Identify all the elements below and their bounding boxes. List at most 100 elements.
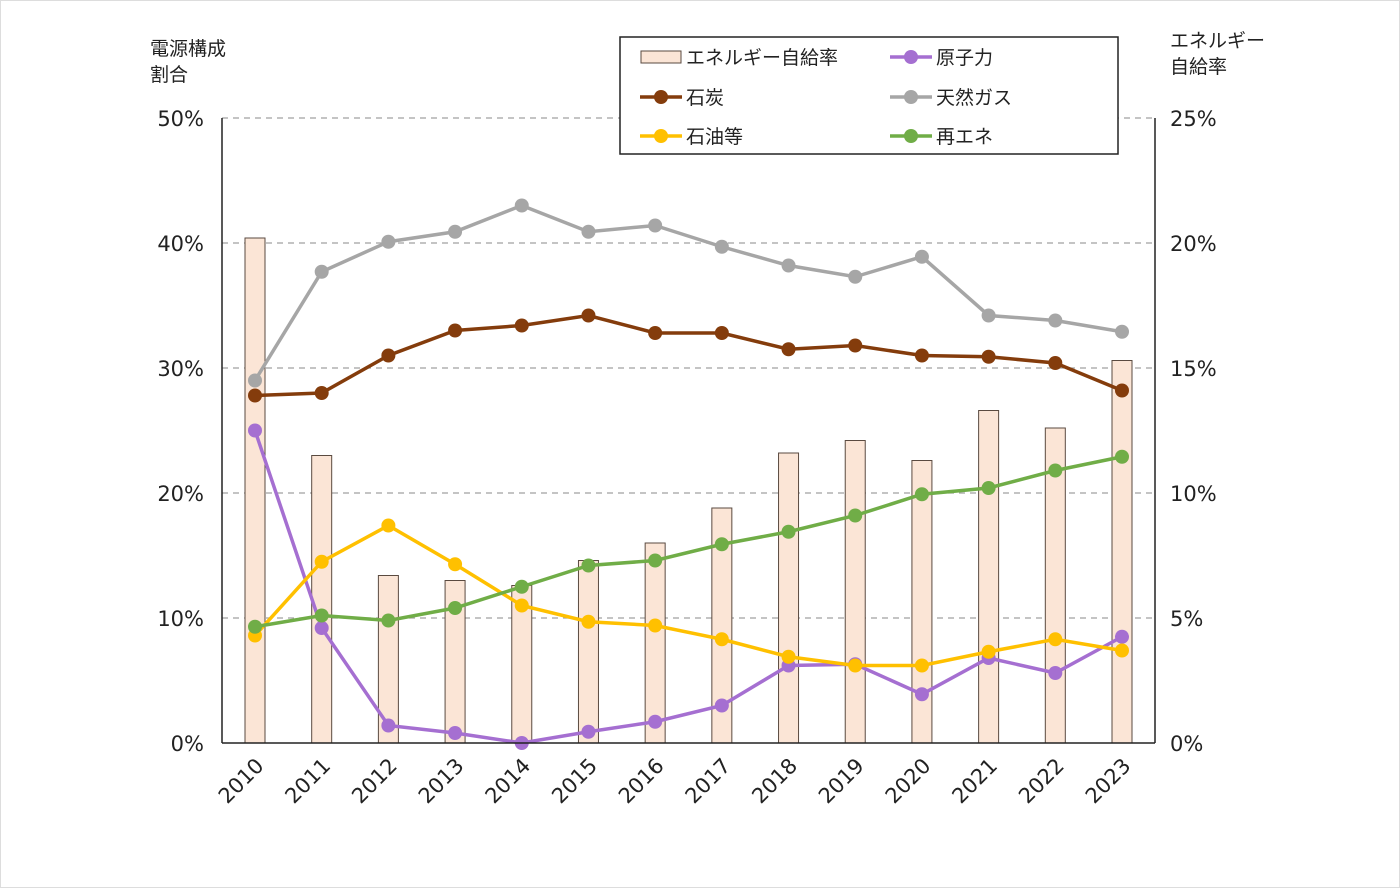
legend-swatch-marker [904,129,918,143]
data-point-1 [1115,383,1129,398]
legend-swatch-marker [904,90,918,104]
bar-self-sufficiency [244,237,266,744]
x-tick-label: 2018 [747,754,802,809]
data-point-2 [914,249,929,264]
data-point-0 [581,724,596,739]
data-point-1 [248,388,262,403]
data-point-2 [248,373,262,388]
data-point-1 [381,348,396,363]
data-point-4 [848,508,863,523]
legend-label: 原子力 [936,47,993,69]
data-point-3 [848,658,863,673]
x-tick-label: 2021 [947,754,1002,809]
x-tick-label: 2011 [280,754,335,809]
data-point-0 [714,698,729,713]
data-point-1 [648,326,663,340]
legend-label: エネルギー自給率 [686,47,838,69]
data-point-3 [448,557,463,572]
bar-self-sufficiency [778,452,800,744]
data-point-4 [981,481,996,495]
x-tick-label: 2023 [1081,754,1136,809]
data-point-3 [1048,632,1063,647]
x-tick-label: 2012 [347,754,402,809]
data-point-2 [781,258,796,273]
right-tick-label: 5% [1170,607,1203,631]
right-tick-label: 15% [1170,357,1217,381]
data-point-2 [381,234,396,249]
data-point-4 [714,537,729,552]
data-point-0 [648,714,663,729]
data-point-3 [381,518,396,533]
x-tick-label: 2016 [614,754,669,809]
left-tick-label: 10% [157,607,204,631]
bar-self-sufficiency [644,542,666,744]
left-tick-label: 40% [157,232,204,256]
data-point-1 [1048,356,1063,370]
right-tick-label: 25% [1170,107,1217,131]
left-tick-label: 50% [157,107,204,131]
legend-box [619,36,1119,155]
x-tick-label: 2014 [481,754,536,809]
data-point-3 [314,554,329,569]
right-tick-label: 10% [1170,482,1217,506]
data-point-1 [581,308,596,323]
bar-self-sufficiency [978,410,1000,744]
data-point-4 [314,608,329,623]
data-point-4 [914,487,929,502]
series-line-2 [253,203,1123,382]
legend-swatch-marker [654,90,668,104]
data-point-3 [781,649,796,664]
data-point-2 [1048,313,1063,328]
x-tick-label: 2020 [881,754,936,809]
data-point-2 [314,264,329,279]
right-axis-label-line1: エネルギー [1170,30,1265,52]
data-point-0 [381,718,396,733]
x-tick-label: 2022 [1014,754,1069,809]
data-point-2 [581,224,596,239]
legend-swatch-bar [640,50,682,64]
data-point-0 [914,687,929,702]
data-point-3 [648,618,663,633]
x-tick-label: 2010 [214,754,269,809]
x-tick-label: 2015 [547,754,602,809]
data-point-2 [981,308,996,323]
data-point-4 [448,601,463,615]
data-point-2 [514,198,529,213]
left-tick-label: 0% [171,732,204,756]
data-point-2 [1115,324,1129,339]
data-point-1 [981,349,996,364]
left-tick-label: 20% [157,482,204,506]
legend-swatch-marker [654,129,668,143]
right-axis-label-line2: 自給率 [1170,56,1227,78]
data-point-2 [848,269,863,284]
data-point-2 [448,224,463,239]
series-line-1 [254,313,1123,398]
data-point-4 [1048,463,1063,478]
bar-self-sufficiency [844,440,866,744]
data-point-4 [248,619,262,634]
data-point-1 [314,386,329,400]
data-point-4 [781,524,796,539]
data-point-1 [714,326,729,340]
data-point-3 [714,632,729,647]
bar-self-sufficiency [1111,360,1133,744]
data-point-4 [648,553,663,568]
legend-label: 天然ガス [936,87,1012,109]
legend-label: 石油等 [686,126,743,148]
series-line-4 [254,455,1123,629]
legend-label: 再エネ [936,126,993,148]
right-tick-label: 0% [1170,732,1203,756]
data-point-0 [314,621,329,635]
data-point-3 [514,598,529,613]
bar-self-sufficiency [311,455,333,744]
series-line-0 [253,429,1123,745]
data-point-2 [714,239,729,254]
data-point-1 [848,338,863,353]
x-tick-label: 2013 [414,754,469,809]
x-tick-label: 2019 [814,754,869,809]
legend-swatch-marker [904,50,918,64]
data-point-0 [1115,629,1129,644]
data-point-1 [514,318,529,333]
bar-self-sufficiency [577,560,599,744]
